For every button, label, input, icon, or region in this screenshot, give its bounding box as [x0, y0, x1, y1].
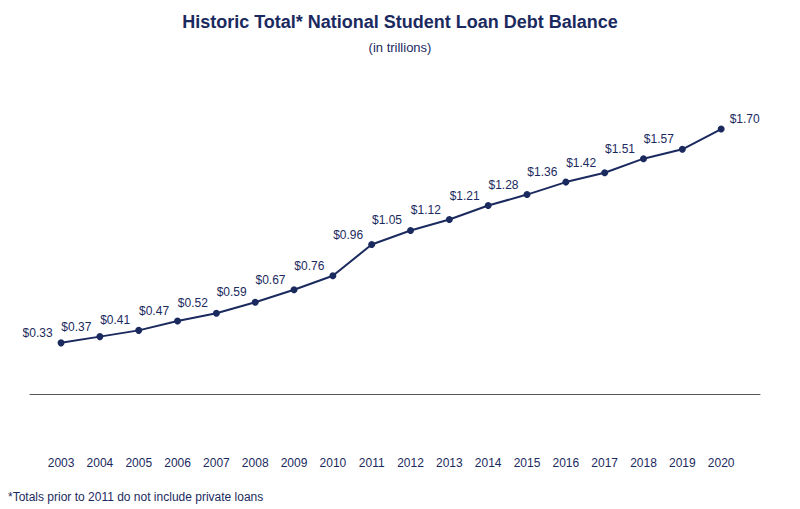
- svg-text:$0.96: $0.96: [333, 228, 363, 242]
- svg-text:$0.52: $0.52: [178, 296, 208, 310]
- svg-text:$1.57: $1.57: [644, 132, 674, 146]
- svg-text:*Totals prior to 2011 do not i: *Totals prior to 2011 do not include pri…: [8, 490, 263, 504]
- svg-text:2003: 2003: [48, 456, 75, 470]
- svg-text:$0.37: $0.37: [61, 320, 91, 334]
- svg-text:$1.12: $1.12: [411, 203, 441, 217]
- svg-text:2017: 2017: [591, 456, 618, 470]
- svg-text:2005: 2005: [125, 456, 152, 470]
- svg-text:$1.51: $1.51: [605, 142, 635, 156]
- svg-text:2020: 2020: [708, 456, 735, 470]
- svg-text:2008: 2008: [242, 456, 269, 470]
- svg-text:2015: 2015: [514, 456, 541, 470]
- svg-text:$1.28: $1.28: [488, 178, 518, 192]
- svg-text:(in trillions): (in trillions): [369, 40, 432, 55]
- svg-text:$1.05: $1.05: [372, 213, 402, 227]
- svg-text:$0.47: $0.47: [139, 304, 169, 318]
- svg-text:$0.67: $0.67: [256, 273, 286, 287]
- svg-text:2016: 2016: [552, 456, 579, 470]
- svg-text:Historic Total* National Stude: Historic Total* National Student Loan De…: [182, 12, 618, 32]
- svg-text:2013: 2013: [436, 456, 463, 470]
- svg-text:$0.41: $0.41: [100, 313, 130, 327]
- svg-text:2009: 2009: [281, 456, 308, 470]
- svg-text:2006: 2006: [164, 456, 191, 470]
- svg-text:$1.36: $1.36: [527, 165, 557, 179]
- svg-text:2010: 2010: [320, 456, 347, 470]
- svg-text:$0.33: $0.33: [23, 326, 53, 340]
- svg-text:2004: 2004: [87, 456, 114, 470]
- svg-text:$1.70: $1.70: [730, 112, 760, 126]
- svg-text:2012: 2012: [397, 456, 424, 470]
- svg-text:$0.76: $0.76: [294, 259, 324, 273]
- svg-text:2007: 2007: [203, 456, 230, 470]
- svg-text:2014: 2014: [475, 456, 502, 470]
- svg-text:2019: 2019: [669, 456, 696, 470]
- svg-text:2018: 2018: [630, 456, 657, 470]
- svg-text:$1.42: $1.42: [566, 156, 596, 170]
- svg-text:$1.21: $1.21: [450, 189, 480, 203]
- svg-text:2011: 2011: [359, 456, 385, 470]
- svg-text:$0.59: $0.59: [217, 285, 247, 299]
